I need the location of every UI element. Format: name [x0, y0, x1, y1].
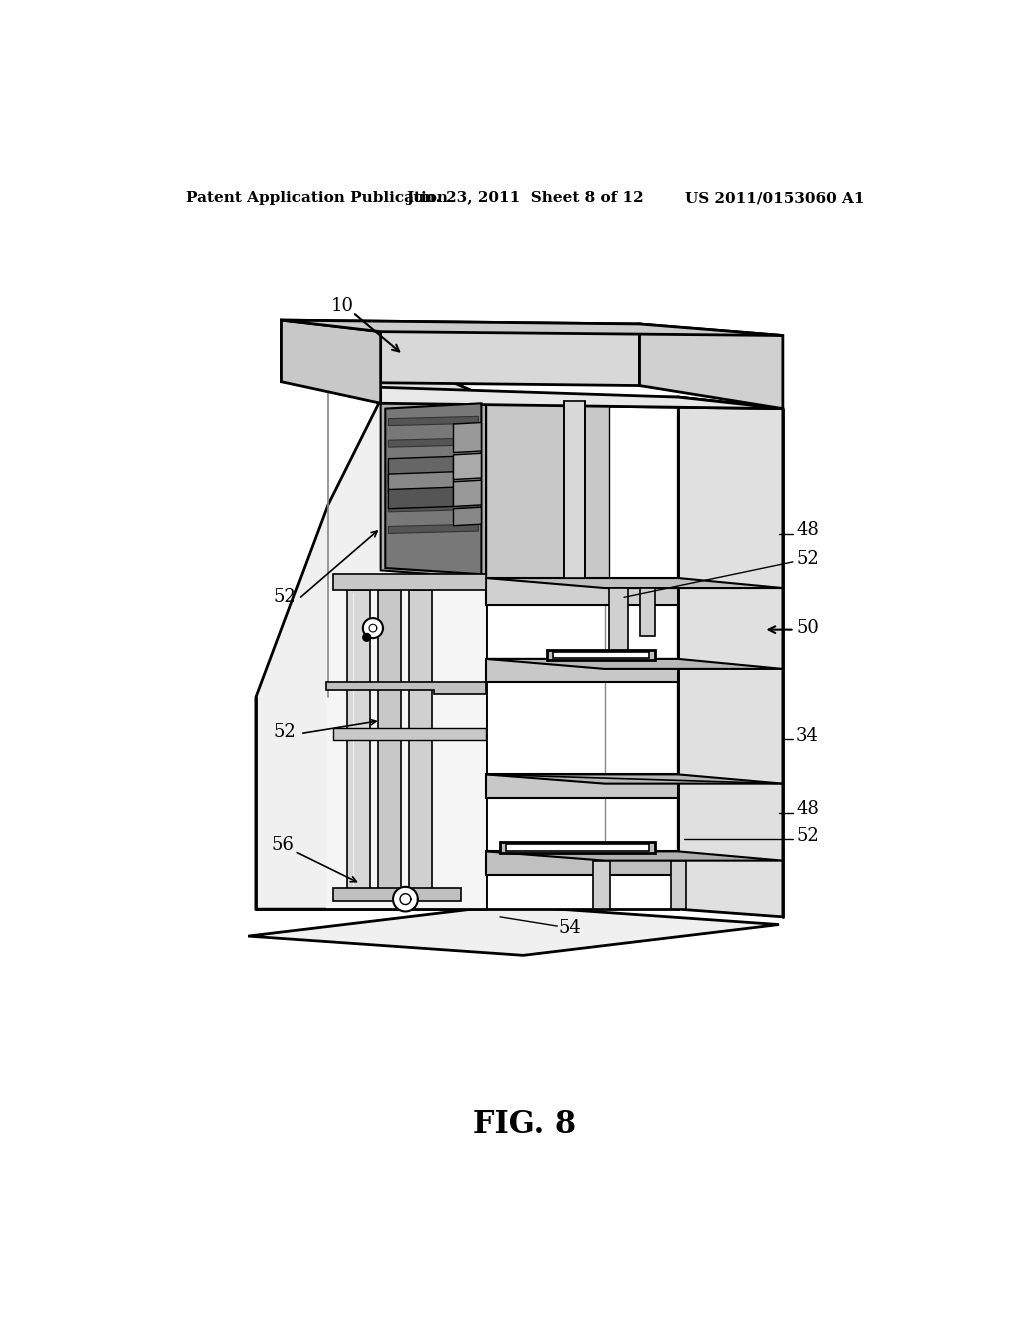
Text: 50: 50 — [796, 619, 819, 638]
Polygon shape — [328, 385, 783, 409]
Polygon shape — [486, 851, 783, 861]
Text: 54: 54 — [558, 920, 581, 937]
Text: 52: 52 — [796, 828, 819, 845]
Polygon shape — [678, 397, 783, 917]
Polygon shape — [486, 578, 783, 589]
Text: Patent Application Publication: Patent Application Publication — [186, 191, 449, 206]
Polygon shape — [381, 397, 783, 409]
Polygon shape — [500, 842, 655, 853]
Polygon shape — [563, 401, 586, 578]
Polygon shape — [486, 578, 678, 605]
Polygon shape — [282, 321, 783, 335]
Polygon shape — [486, 397, 608, 578]
Polygon shape — [388, 457, 454, 484]
Polygon shape — [346, 590, 370, 898]
Polygon shape — [486, 397, 678, 909]
Polygon shape — [454, 507, 481, 525]
Polygon shape — [282, 321, 640, 385]
Polygon shape — [486, 659, 783, 669]
Polygon shape — [547, 649, 655, 660]
Text: 52: 52 — [273, 723, 297, 741]
Polygon shape — [362, 618, 383, 638]
Polygon shape — [486, 775, 783, 784]
Polygon shape — [454, 453, 481, 479]
Polygon shape — [282, 321, 381, 404]
Polygon shape — [593, 861, 610, 909]
Polygon shape — [362, 634, 371, 642]
Polygon shape — [326, 578, 486, 909]
Text: US 2011/0153060 A1: US 2011/0153060 A1 — [685, 191, 864, 206]
Text: 10: 10 — [331, 297, 354, 315]
Polygon shape — [409, 590, 432, 898]
Polygon shape — [385, 404, 481, 574]
Polygon shape — [326, 682, 486, 693]
Text: 48: 48 — [796, 520, 819, 539]
Polygon shape — [506, 845, 649, 850]
Polygon shape — [334, 729, 486, 739]
Polygon shape — [388, 524, 478, 533]
Polygon shape — [388, 503, 478, 512]
Text: 48: 48 — [796, 800, 819, 818]
Text: 52: 52 — [273, 589, 297, 606]
Polygon shape — [388, 487, 454, 508]
Text: 56: 56 — [271, 837, 294, 854]
Text: Jun. 23, 2011  Sheet 8 of 12: Jun. 23, 2011 Sheet 8 of 12 — [406, 191, 644, 206]
Polygon shape — [393, 887, 418, 911]
Text: FIG. 8: FIG. 8 — [473, 1109, 577, 1140]
Text: 52: 52 — [796, 550, 819, 568]
Polygon shape — [381, 397, 486, 578]
Polygon shape — [256, 374, 486, 909]
Polygon shape — [608, 589, 628, 659]
Polygon shape — [454, 480, 481, 507]
Polygon shape — [388, 480, 478, 490]
Polygon shape — [334, 574, 486, 590]
Polygon shape — [388, 416, 478, 425]
Polygon shape — [486, 775, 678, 797]
Polygon shape — [486, 659, 678, 682]
Polygon shape — [640, 323, 783, 409]
Polygon shape — [328, 374, 486, 404]
Polygon shape — [378, 590, 400, 898]
Text: 34: 34 — [796, 727, 819, 744]
Polygon shape — [388, 438, 478, 447]
Polygon shape — [671, 861, 686, 909]
Polygon shape — [553, 652, 649, 659]
Polygon shape — [334, 888, 461, 902]
Polygon shape — [388, 471, 454, 494]
Polygon shape — [486, 851, 678, 874]
Polygon shape — [248, 906, 779, 956]
Polygon shape — [640, 589, 655, 636]
Polygon shape — [388, 459, 478, 469]
Polygon shape — [454, 422, 481, 453]
